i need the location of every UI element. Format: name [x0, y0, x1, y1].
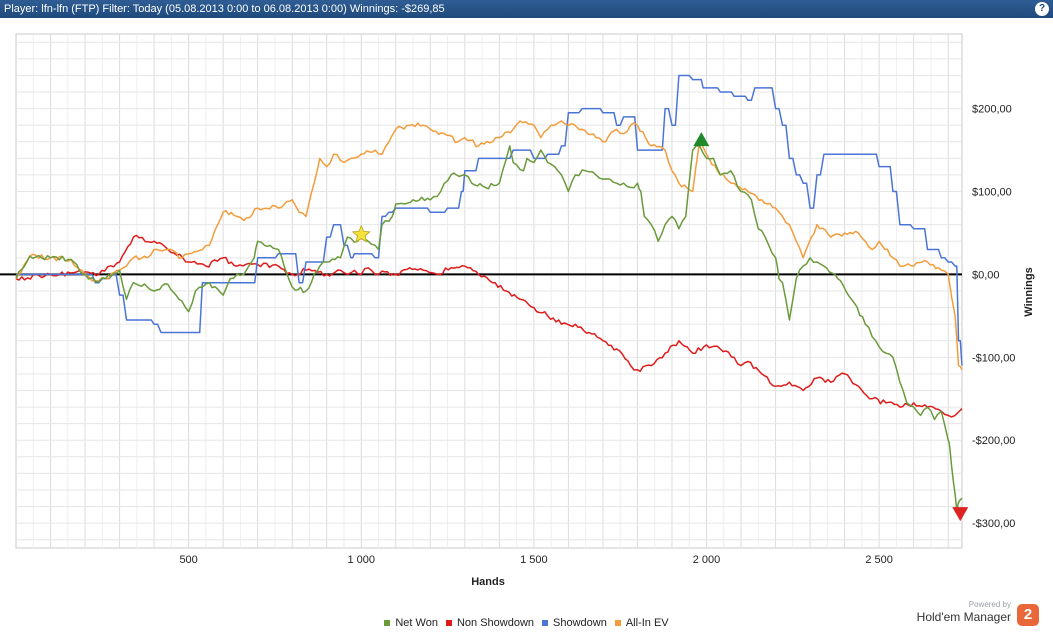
legend-swatch — [384, 620, 391, 626]
y-tick-label: -$200,00 — [972, 435, 1015, 447]
markers — [351, 132, 969, 522]
y-tick-label: $200,00 — [972, 104, 1012, 116]
x-tick-label: 1 500 — [520, 554, 548, 566]
x-axis-ticks: 500 1 000 1 500 2 000 2 500 — [179, 554, 892, 566]
x-tick-label: 500 — [179, 554, 197, 566]
legend-label: Showdown — [553, 617, 607, 629]
legend-swatch — [542, 620, 549, 626]
x-axis-label: Hands — [471, 576, 505, 588]
x-tick-label: 2 500 — [865, 554, 893, 566]
min-marker-triangle-down — [952, 507, 969, 522]
branding: Powered by Hold'em Manager 2 — [899, 600, 1039, 630]
legend-item-showdown[interactable]: Showdown — [542, 617, 607, 629]
series-all-in-ev — [15, 120, 963, 371]
powered-by-text: Powered by — [968, 600, 1011, 609]
legend-swatch — [614, 620, 621, 626]
max-marker-triangle-up — [693, 132, 710, 147]
y-tick-label: -$300,00 — [972, 518, 1015, 530]
chart-legend: Net Won Non Showdown Showdown All-In EV — [0, 617, 1053, 629]
series-non-showdown — [15, 234, 963, 418]
legend-swatch — [445, 620, 452, 626]
legend-item-all-in-ev[interactable]: All-In EV — [614, 617, 669, 629]
legend-label: All-In EV — [625, 617, 669, 629]
y-tick-label: -$100,00 — [972, 352, 1015, 364]
y-axis-label: Winnings — [1023, 267, 1035, 316]
brand-logo-icon: 2 — [1017, 604, 1039, 626]
help-icon[interactable]: ? — [1035, 2, 1049, 16]
x-tick-label: 2 000 — [693, 554, 721, 566]
series-showdown — [16, 74, 963, 366]
y-tick-label: $100,00 — [972, 187, 1012, 199]
legend-label: Non Showdown — [456, 617, 535, 629]
window-title: Player: lfn-lfn (FTP) Filter: Today (05.… — [4, 3, 445, 15]
x-tick-label: 1 000 — [347, 554, 375, 566]
series-net-won — [15, 145, 963, 512]
legend-item-non-showdown[interactable]: Non Showdown — [445, 617, 535, 629]
star-marker — [351, 224, 371, 243]
grid-lines — [16, 34, 962, 548]
legend-item-net-won[interactable]: Net Won — [384, 617, 438, 629]
window-titlebar: Player: lfn-lfn (FTP) Filter: Today (05.… — [0, 0, 1053, 18]
brand-name: Hold'em Manager — [916, 610, 1011, 624]
series-lines — [15, 74, 963, 512]
y-axis-ticks: $200,00 $100,00 $0,00 -$100,00 -$200,00 -$300… — [972, 104, 1015, 531]
legend-label: Net Won — [395, 617, 438, 629]
y-tick-label: $0,00 — [972, 269, 1000, 281]
